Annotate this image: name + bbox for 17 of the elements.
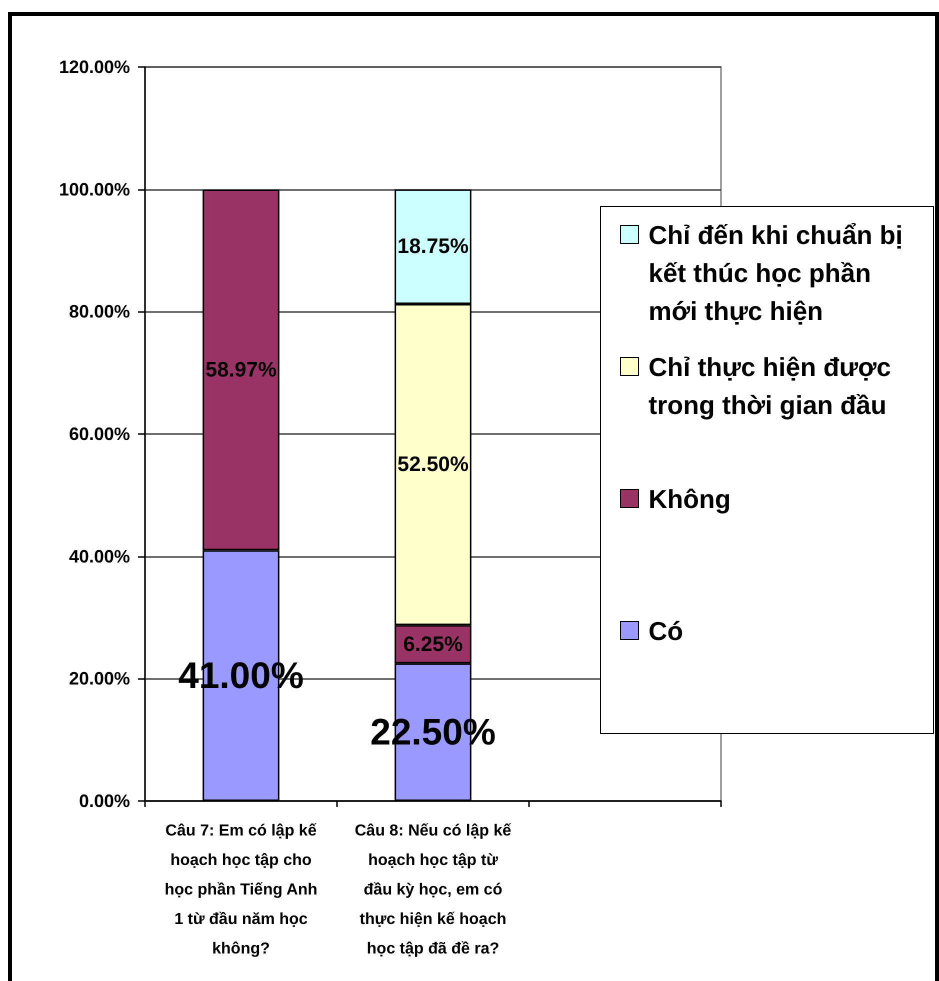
y-tick-label: 80.00% — [68, 302, 130, 322]
legend-label: Có — [648, 614, 684, 648]
x-tick-label: Câu 8: Nếu có lập kế hoạch học tập từ đầu kỳ học, em có thực hiện kế hoạch học tập đã đề ra? — [354, 822, 512, 958]
y-tick-label: 0.00% — [78, 791, 130, 811]
y-tick-label: 40.00% — [68, 546, 130, 566]
legend-label: Không — [648, 482, 732, 516]
y-tick-label: 20.00% — [68, 668, 130, 689]
data-label: 18.75% — [397, 235, 469, 258]
data-label: 58.97% — [205, 358, 277, 382]
y-tick-label: 120.00% — [58, 57, 130, 77]
legend-label: Chỉ đến khi chuẩn bị kết thúc học phần mới thực hiện — [648, 218, 904, 328]
y-tick-label: 100.00% — [58, 179, 130, 200]
data-label: 52.50% — [397, 453, 469, 476]
x-tick-label: Câu 7: Em có lập kế hoạch học tập cho học phần Tiếng Anh 1 từ đầu năm học không? — [164, 822, 318, 958]
y-tick-label: 60.00% — [68, 424, 130, 444]
legend-label: Chỉ thực hiện được trong thời gian đầu — [648, 350, 892, 422]
data-label: 6.25% — [403, 632, 464, 656]
